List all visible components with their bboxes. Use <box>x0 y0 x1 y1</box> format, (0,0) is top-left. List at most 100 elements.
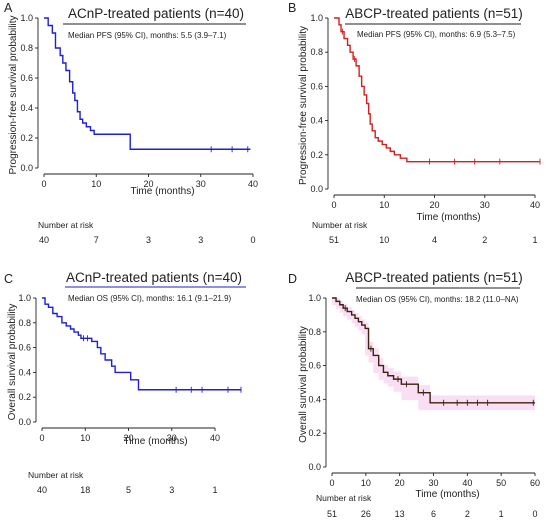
y-tick-label: 0.0 <box>310 184 323 194</box>
y-tick-label: 0.8 <box>310 47 323 57</box>
panel-letter: D <box>288 272 297 286</box>
km-curve <box>44 17 251 150</box>
x-tick-label: 40 <box>210 433 220 443</box>
y-tick-label: 1.0 <box>308 293 321 303</box>
x-tick-label: 10 <box>80 433 90 443</box>
panel-title: ACnP-treated patients (n=40) <box>68 6 244 21</box>
x-tick-label: 40 <box>248 179 258 189</box>
y-tick-label: 1.0 <box>20 13 33 23</box>
risk-table-value: 0 <box>532 509 537 519</box>
risk-table-value: 13 <box>395 509 405 519</box>
y-tick-label: 0.4 <box>310 116 323 126</box>
x-tick-label: 10 <box>91 179 101 189</box>
risk-table-value: 26 <box>361 509 371 519</box>
risk-table-value: 2 <box>465 509 470 519</box>
x-tick-label: 30 <box>167 433 177 443</box>
y-axis-title: Progression-free survival probability <box>8 16 19 175</box>
x-tick-label: 20 <box>143 179 153 189</box>
y-axis-title: Overall survival probability <box>7 304 18 421</box>
x-tick-label: 20 <box>395 478 405 488</box>
x-tick-label: 0 <box>331 200 336 210</box>
risk-table-header: Number at risk <box>316 493 372 503</box>
x-tick-label: 0 <box>39 433 44 443</box>
x-tick-label: 40 <box>530 200 540 210</box>
y-tick-label: 0.0 <box>20 163 33 173</box>
km-curve <box>334 17 541 163</box>
y-tick-label: 0.6 <box>20 73 33 83</box>
x-tick-label: 0 <box>329 478 334 488</box>
risk-table-header: Number at risk <box>312 220 368 230</box>
risk-table-value: 2 <box>482 235 487 245</box>
x-tick-label: 10 <box>361 478 371 488</box>
risk-table-value: 1 <box>532 235 537 245</box>
x-tick-label: 10 <box>379 200 389 210</box>
y-tick-label: 0.6 <box>18 343 31 353</box>
panel-a: A0.00.20.40.60.81.00 10 20 30 40Progression-… <box>4 1 258 245</box>
confidence-band <box>332 298 535 411</box>
x-axis-title: Time (months) <box>123 436 187 447</box>
panel-b: B 0.0 0.2 0.4 0.6 0.8 1.0 0 10 20 30 40 Progression-… <box>288 1 541 245</box>
panel-title: ABCP-treated patients (n=51) <box>345 6 522 21</box>
panel-title: ACnP-treated patients (n=40) <box>66 270 242 285</box>
risk-table-value: 40 <box>39 235 49 245</box>
risk-table-value: 1 <box>213 485 218 495</box>
km-curve <box>332 297 535 404</box>
x-tick-label: 20 <box>124 433 134 443</box>
x-tick-label: 20 <box>429 200 439 210</box>
y-tick-label: 0.4 <box>20 103 33 113</box>
y-tick-label: 1.0 <box>18 293 31 303</box>
y-tick-label: 0.2 <box>308 428 321 438</box>
y-tick-label: 0.6 <box>308 361 321 371</box>
x-axis-title: Time (months) <box>130 186 194 197</box>
median-annotation: Median PFS (95% CI), months: 6.9 (5.3–7.… <box>357 30 516 39</box>
risk-table-value: 40 <box>37 485 47 495</box>
y-tick-label: 0.0 <box>308 462 321 472</box>
risk-table-value: 5 <box>126 485 131 495</box>
risk-table-value: 51 <box>327 509 337 519</box>
median-annotation: Median OS (95% CI), months: 16.1 (9.1–21… <box>68 294 232 303</box>
panel-letter: A <box>4 1 13 15</box>
risk-table-value: 7 <box>94 235 99 245</box>
y-axis-title: Overall survival probability <box>298 326 309 443</box>
risk-table-value: 3 <box>198 235 203 245</box>
y-tick-label: 0.8 <box>20 43 33 53</box>
risk-table-header: Number at risk <box>38 220 94 230</box>
x-tick-label: 40 <box>462 478 472 488</box>
median-annotation: Median OS (95% CI), months: 18.2 (11.0–N… <box>356 295 519 304</box>
x-tick-label: 0 <box>41 179 46 189</box>
risk-table-value: 6 <box>431 509 436 519</box>
y-tick-label: 0.4 <box>308 394 321 404</box>
panel-c: C 0.0 0.2 0.4 0.6 0.8 1.0 0 10 20 30 40 Overall surv… <box>4 270 246 495</box>
risk-table-value: 1 <box>499 509 504 519</box>
risk-table-header: Number at risk <box>28 470 84 480</box>
y-axis-title: Progression-free survival probability <box>298 26 309 185</box>
panel-letter: C <box>4 272 13 286</box>
y-tick-label: 0.8 <box>308 327 321 337</box>
risk-table-value: 18 <box>80 485 90 495</box>
x-tick-label: 60 <box>530 478 540 488</box>
risk-table-value: 3 <box>146 235 151 245</box>
risk-table-value: 51 <box>329 235 339 245</box>
y-tick-label: 0.0 <box>18 417 31 427</box>
y-tick-label: 1.0 <box>310 13 323 23</box>
panel-title: ABCP-treated patients (n=51) <box>345 270 522 285</box>
y-tick-label: 0.8 <box>18 318 31 328</box>
median-annotation: Median PFS (95% CI), months: 5.5 (3.9–7.… <box>68 31 227 40</box>
x-tick-label: 50 <box>496 478 506 488</box>
x-axis-title: Time (months) <box>416 212 480 223</box>
y-tick-label: 0.6 <box>310 81 323 91</box>
y-tick-label: 0.2 <box>20 133 33 143</box>
x-tick-label: 30 <box>480 200 490 210</box>
y-tick-label: 0.4 <box>18 367 31 377</box>
x-tick-label: 30 <box>196 179 206 189</box>
risk-table-value: 10 <box>379 235 389 245</box>
risk-table-value: 3 <box>169 485 174 495</box>
risk-table-value: 4 <box>432 235 437 245</box>
km-curve <box>42 297 241 391</box>
y-tick-label: 0.2 <box>18 392 31 402</box>
risk-table-value: 0 <box>250 235 255 245</box>
y-tick-label: 0.2 <box>310 150 323 160</box>
panel-d: D0.00.20.40.60.81.00 10 20 30 40 50 60Overall … <box>288 270 540 519</box>
